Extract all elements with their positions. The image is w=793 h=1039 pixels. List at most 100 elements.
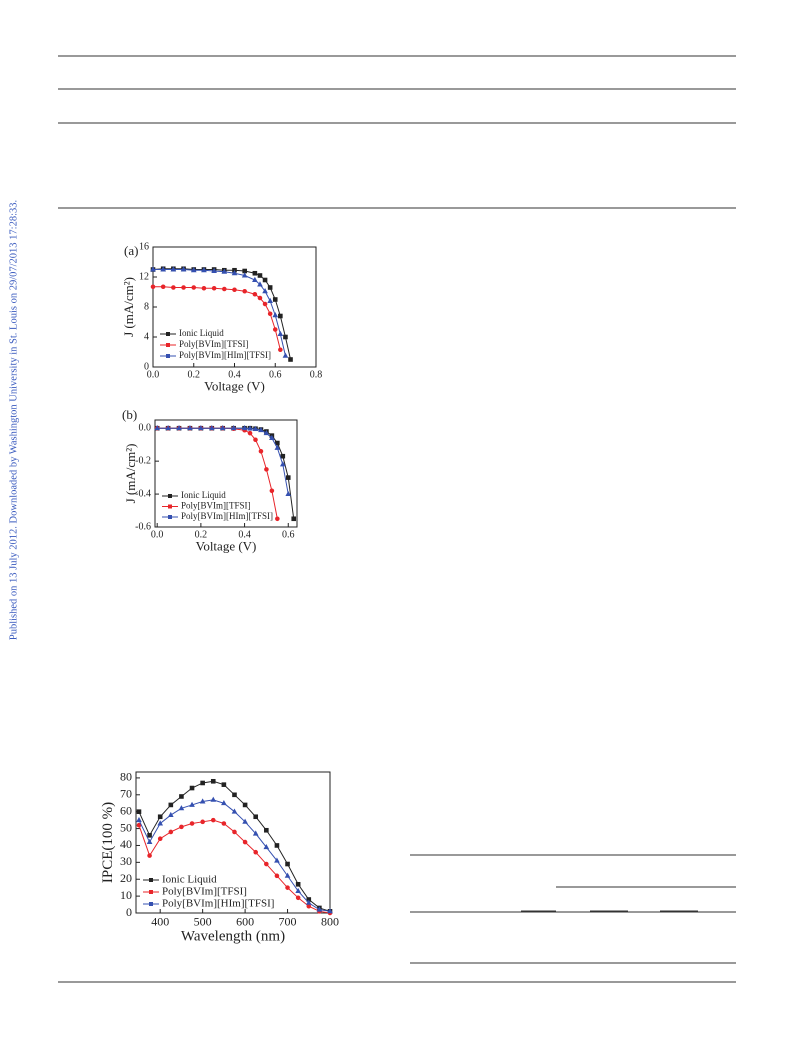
- marker: [232, 829, 237, 835]
- marker: [263, 843, 270, 850]
- marker: [150, 284, 156, 290]
- marker: [283, 334, 288, 340]
- marker: [211, 285, 217, 291]
- y-tick-label: 0.0: [139, 423, 152, 434]
- marker: [272, 312, 279, 318]
- marker: [253, 437, 258, 443]
- marker: [279, 461, 286, 467]
- marker: [136, 809, 142, 814]
- marker: [262, 288, 268, 294]
- legend-label: Poly[BVIm][TFSI]: [179, 339, 249, 349]
- marker: [242, 818, 248, 824]
- marker: [280, 453, 286, 459]
- marker: [222, 286, 227, 292]
- marker: [327, 908, 333, 914]
- x-tick-label: 700: [279, 914, 297, 928]
- marker: [295, 887, 301, 893]
- marker: [168, 829, 174, 835]
- legend-swatch: [149, 890, 153, 894]
- marker: [179, 824, 184, 830]
- x-tick-label: 0.0: [151, 529, 164, 540]
- marker: [274, 873, 280, 879]
- y-tick-label: 4: [144, 331, 149, 342]
- marker: [221, 782, 227, 787]
- marker: [221, 800, 227, 806]
- legend-label: Ionic Liquid: [179, 328, 224, 338]
- marker: [253, 849, 259, 855]
- y-tick-label: 50: [120, 820, 132, 834]
- x-tick-label: 600: [236, 914, 254, 928]
- marker: [154, 425, 161, 431]
- marker: [282, 352, 289, 358]
- marker: [157, 814, 163, 820]
- marker: [181, 285, 186, 290]
- marker: [242, 802, 248, 808]
- y-tick-label: 80: [120, 770, 132, 784]
- legend-label: Poly[BVIm][TFSI]: [162, 886, 247, 898]
- marker: [274, 843, 280, 848]
- marker: [272, 297, 278, 302]
- marker: [252, 830, 259, 836]
- marker: [201, 285, 207, 291]
- marker: [257, 295, 263, 301]
- marker: [178, 805, 185, 811]
- marker: [201, 267, 207, 273]
- marker: [262, 301, 268, 307]
- y-tick-label: 16: [139, 241, 149, 252]
- y-tick-label: 8: [144, 301, 149, 312]
- marker: [187, 425, 193, 431]
- marker: [242, 268, 247, 274]
- marker: [170, 266, 177, 272]
- marker: [208, 425, 215, 431]
- legend-swatch: [149, 902, 153, 906]
- marker: [275, 440, 280, 446]
- marker: [257, 273, 263, 278]
- legend-swatch: [168, 515, 172, 519]
- marker: [267, 297, 273, 303]
- marker: [190, 267, 197, 273]
- marker: [200, 819, 205, 825]
- marker: [191, 285, 197, 290]
- marker: [275, 516, 280, 522]
- y-tick-label: 40: [120, 837, 132, 851]
- legend-label: Ionic Liquid: [162, 874, 217, 886]
- marker: [305, 899, 312, 905]
- y-tick-label: -0.4: [135, 488, 151, 499]
- marker: [150, 266, 156, 272]
- marker: [210, 778, 216, 784]
- marker: [295, 881, 301, 887]
- legend-swatch: [166, 332, 170, 336]
- y-tick-label: 0: [126, 905, 132, 919]
- marker: [274, 444, 281, 450]
- legend-swatch: [149, 878, 153, 882]
- x-tick-label: 0.4: [228, 369, 241, 380]
- marker: [316, 906, 323, 912]
- legend-label: Poly[BVIm][HIm][TFSI]: [179, 350, 271, 360]
- legend-swatch: [166, 354, 170, 358]
- marker: [253, 814, 259, 820]
- marker: [136, 816, 142, 823]
- x-tick-label: 400: [151, 914, 169, 928]
- marker: [269, 434, 275, 441]
- marker: [232, 287, 237, 293]
- marker: [231, 270, 238, 276]
- marker: [277, 330, 284, 336]
- marker: [199, 798, 206, 804]
- marker: [285, 490, 292, 497]
- marker: [274, 857, 280, 863]
- y-tick-label: 30: [120, 854, 132, 868]
- marker: [264, 861, 269, 867]
- plot-frame: [154, 419, 298, 528]
- marker: [189, 801, 195, 807]
- x-axis-label: Voltage (V): [204, 378, 265, 393]
- marker: [211, 267, 217, 273]
- marker: [171, 285, 176, 290]
- marker: [165, 425, 171, 431]
- y-tick-label: 70: [120, 787, 132, 801]
- marker: [285, 475, 291, 480]
- legend-label: Ionic Liquid: [181, 490, 226, 500]
- marker: [258, 448, 264, 454]
- marker: [267, 311, 273, 317]
- marker: [252, 425, 259, 431]
